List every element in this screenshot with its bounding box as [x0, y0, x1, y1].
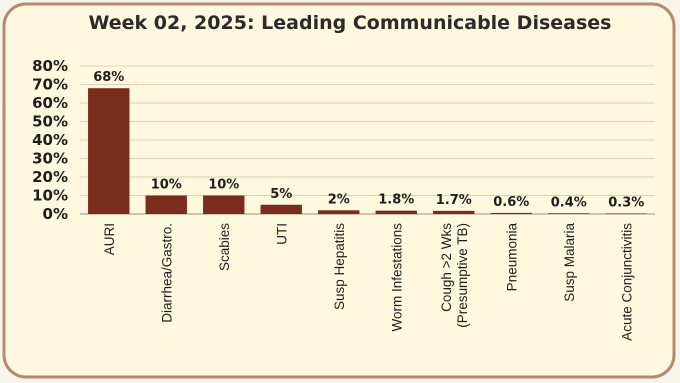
bar	[548, 213, 590, 214]
x-tick-label: Scabies	[217, 223, 232, 271]
bar	[318, 210, 360, 214]
x-tick-label-line: Susp Hepatitis	[332, 223, 347, 310]
x-tick-label-line: AURI	[102, 223, 117, 255]
bar	[145, 195, 187, 214]
x-tick-label-line: Cough >2 Wks	[439, 223, 454, 312]
x-tick-label: UTI	[274, 223, 289, 245]
y-tick-label: 40%	[32, 131, 68, 149]
y-tick-label: 20%	[32, 168, 68, 186]
x-tick-label-line: Susp Malaria	[562, 223, 577, 302]
data-label: 10%	[208, 178, 239, 193]
x-tick-label-line: (Presumptive TB)	[455, 223, 470, 328]
data-label: 10%	[151, 178, 182, 193]
data-label: 68%	[93, 70, 124, 85]
bar	[490, 212, 532, 214]
data-label: 2%	[328, 192, 350, 207]
y-tick-label: 80%	[32, 57, 68, 75]
y-axis: 0%10%20%30%40%50%60%70%80%	[32, 57, 68, 223]
x-tick-label-line: UTI	[274, 223, 289, 245]
bar	[203, 195, 245, 214]
y-tick-label: 50%	[32, 113, 68, 131]
x-tick-label: Pneumonia	[504, 223, 519, 292]
x-tick-label: Cough >2 Wks(Presumptive TB)	[439, 223, 470, 328]
x-tick-label-line: Acute Conjunctivitis	[619, 223, 634, 341]
y-tick-label: 60%	[32, 94, 68, 112]
x-tick-label: Susp Malaria	[562, 223, 577, 302]
x-tick-label-line: Diarrhea/Gastro.	[159, 223, 174, 323]
x-tick-label-line: Scabies	[217, 223, 232, 271]
bar	[88, 88, 130, 214]
data-label: 0.3%	[608, 195, 644, 210]
data-label: 0.4%	[551, 195, 587, 210]
x-tick-label-line: Worm Infestations	[389, 223, 404, 332]
chart-title: Week 02, 2025: Leading Communicable Dise…	[88, 12, 611, 34]
x-tick-label: Worm Infestations	[389, 223, 404, 332]
chart-panel	[2, 2, 676, 379]
data-label: 0.6%	[493, 195, 529, 210]
x-tick-label: Acute Conjunctivitis	[619, 223, 634, 341]
bar	[433, 210, 475, 214]
y-tick-label: 0%	[43, 205, 68, 223]
x-axis: AURI Diarrhea/Gastro. Scabies UTI Susp Hepat…	[102, 223, 635, 341]
x-tick-label: Susp Hepatitis	[332, 223, 347, 310]
x-tick-label-line: Pneumonia	[504, 223, 519, 292]
y-tick-label: 30%	[32, 150, 68, 168]
bar	[375, 210, 417, 214]
x-tick-label: Diarrhea/Gastro.	[159, 223, 174, 323]
data-label: 1.8%	[378, 193, 414, 208]
bars	[88, 88, 647, 214]
y-tick-label: 70%	[32, 76, 68, 94]
data-label: 1.7%	[436, 193, 472, 208]
x-tick-label: AURI	[102, 223, 117, 255]
y-tick-label: 10%	[32, 187, 68, 205]
data-labels: 68% 10% 10% 5% 2% 1.8% 1.7% 0.6% 0.4% 0.3%	[93, 70, 644, 210]
data-label: 5%	[270, 187, 292, 202]
bar	[605, 213, 647, 214]
bar	[260, 204, 302, 214]
